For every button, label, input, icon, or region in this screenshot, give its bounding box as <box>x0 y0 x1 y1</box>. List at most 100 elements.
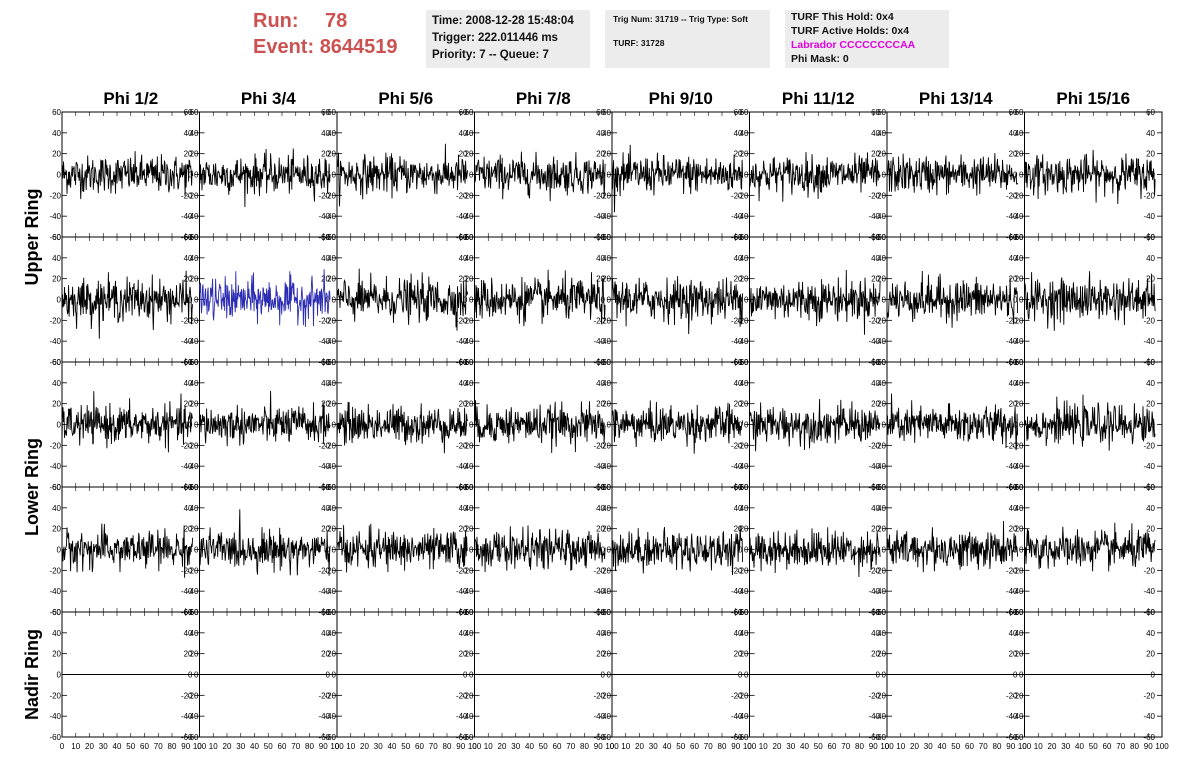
x-tick-label: 40 <box>1075 742 1084 751</box>
y-tick-label-left: 0 <box>1019 171 1024 180</box>
y-tick-label-right: 20 <box>1009 400 1018 409</box>
y-tick-label-left: -20 <box>187 191 199 200</box>
y-tick-label-right: -20 <box>181 691 193 700</box>
y-tick-label-left: -20 <box>737 316 749 325</box>
y-tick-label-left: 40 <box>190 129 199 138</box>
y-tick-label-right: 40 <box>459 254 468 263</box>
y-tick-label-right: 60 <box>459 608 468 617</box>
y-tick-label-right: -40 <box>868 712 880 721</box>
y-tick-label-left: 60 <box>465 483 474 492</box>
y-tick-label-left: 40 <box>52 504 61 513</box>
run-row: Run: 78 <box>253 8 398 34</box>
y-tick-label-left: 0 <box>194 171 199 180</box>
y-tick-label-left: 60 <box>327 483 336 492</box>
y-tick-label-right: -60 <box>731 733 743 742</box>
ring-label-3: Nadir Ring <box>22 629 42 720</box>
y-tick-label-left: -60 <box>737 733 749 742</box>
x-tick-label: 90 <box>594 742 603 751</box>
y-tick-label-left: 60 <box>602 233 611 242</box>
y-tick-label-right: 0 <box>601 546 606 555</box>
y-tick-label-right: 0 <box>601 171 606 180</box>
y-tick-label-left: 20 <box>602 400 611 409</box>
y-tick-label-right: -20 <box>731 691 743 700</box>
y-tick-label-left: 20 <box>602 150 611 159</box>
y-tick-label-left: 0 <box>57 671 62 680</box>
y-tick-label-right: -40 <box>868 337 880 346</box>
y-tick-label-left: -20 <box>874 316 886 325</box>
y-tick-label-right: 60 <box>1146 483 1155 492</box>
x-tick-label: 70 <box>291 742 300 751</box>
x-tick-label: 0 <box>1022 742 1027 751</box>
y-tick-label-right: -60 <box>868 733 880 742</box>
y-tick-label-left: 60 <box>1015 108 1024 117</box>
y-tick-label-right: 20 <box>871 150 880 159</box>
x-tick-label: 100 <box>468 742 482 751</box>
y-tick-label-left: 60 <box>52 358 61 367</box>
y-tick-label-left: -40 <box>599 462 611 471</box>
y-tick-label-left: 0 <box>1019 546 1024 555</box>
y-tick-label-left: 40 <box>327 504 336 513</box>
y-tick-label-right: 20 <box>459 275 468 284</box>
y-tick-label-left: -20 <box>324 316 336 325</box>
y-tick-label-right: 0 <box>188 296 193 305</box>
x-tick-label: 90 <box>456 742 465 751</box>
y-tick-label-right: 40 <box>596 504 605 513</box>
y-tick-label-left: -40 <box>1012 712 1024 721</box>
y-tick-label-right: 0 <box>463 421 468 430</box>
y-tick-label-left: 20 <box>877 150 886 159</box>
y-tick-label-right: 40 <box>734 129 743 138</box>
waveform-trace <box>749 527 881 578</box>
y-tick-label-left: 20 <box>52 400 61 409</box>
waveform-trace <box>886 270 1019 328</box>
y-tick-label-right: -40 <box>593 337 605 346</box>
y-tick-label-right: 20 <box>596 400 605 409</box>
priority-text: Priority: 7 -- Queue: 7 <box>432 49 549 61</box>
y-tick-label-right: 0 <box>326 296 331 305</box>
x-tick-label: 0 <box>335 742 340 751</box>
y-tick-label-right: 20 <box>871 525 880 534</box>
y-tick-label-left: 20 <box>465 400 474 409</box>
x-tick-label: 50 <box>814 742 823 751</box>
y-tick-label-left: 0 <box>1019 296 1024 305</box>
x-tick-label: 70 <box>979 742 988 751</box>
y-tick-label-right: 60 <box>1009 483 1018 492</box>
y-tick-label-right: 40 <box>1146 629 1155 638</box>
x-tick-label: 80 <box>718 742 727 751</box>
x-tick-label: 80 <box>305 742 314 751</box>
y-tick-label-left: -20 <box>874 566 886 575</box>
x-tick-label: 80 <box>168 742 177 751</box>
y-tick-label-right: 20 <box>871 650 880 659</box>
y-tick-label-right: 40 <box>596 379 605 388</box>
x-tick-label: 50 <box>126 742 135 751</box>
y-tick-label-left: -20 <box>874 691 886 700</box>
y-tick-label-right: -40 <box>456 212 468 221</box>
y-tick-label-right: -20 <box>318 566 330 575</box>
y-tick-label-left: 0 <box>744 296 749 305</box>
y-tick-label-right: 20 <box>321 150 330 159</box>
x-tick-label: 0 <box>747 742 752 751</box>
y-tick-label-left: 20 <box>740 275 749 284</box>
y-tick-label-left: 60 <box>602 358 611 367</box>
y-tick-label-left: 60 <box>327 233 336 242</box>
y-tick-label-right: 60 <box>1146 108 1155 117</box>
y-tick-label-left: -20 <box>324 691 336 700</box>
y-tick-label-right: -20 <box>181 441 193 450</box>
x-tick-label: 80 <box>855 742 864 751</box>
y-tick-label-right: -40 <box>181 462 193 471</box>
y-tick-label-left: -60 <box>49 483 61 492</box>
y-tick-label-left: -20 <box>1012 691 1024 700</box>
y-tick-label-right: -60 <box>1143 733 1155 742</box>
y-tick-label-left: 40 <box>1015 629 1024 638</box>
y-tick-label-left: -60 <box>49 608 61 617</box>
column-header-6: Phi 11/12 <box>782 89 855 108</box>
y-tick-label-right: 60 <box>321 233 330 242</box>
y-tick-label-left: 60 <box>1015 483 1024 492</box>
waveform-trace <box>886 153 1019 196</box>
y-tick-label-right: -60 <box>1006 733 1018 742</box>
y-tick-label-right: 20 <box>1009 150 1018 159</box>
y-tick-label-left: -40 <box>49 587 61 596</box>
y-tick-label-left: 40 <box>877 629 886 638</box>
y-tick-label-right: -40 <box>1006 462 1018 471</box>
y-tick-label-right: 20 <box>1009 525 1018 534</box>
y-tick-label-left: 0 <box>57 546 62 555</box>
